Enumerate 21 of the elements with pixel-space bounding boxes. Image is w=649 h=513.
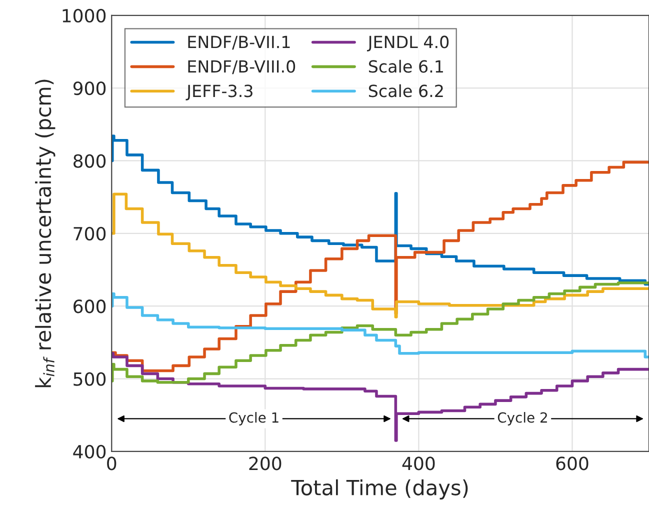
x-tick-label: 400	[402, 456, 435, 470]
y-tick-label: 1000	[62, 8, 106, 23]
y-axis-title: k$_{inf}$ relative uncertainty (pcm)	[35, 80, 56, 388]
legend-label: ENDF/B-VIII.0	[188, 60, 296, 74]
y-tick-label: 600	[74, 300, 106, 314]
y-tick-label: 900	[73, 82, 106, 96]
annotation: Cycle 1	[229, 412, 278, 426]
annotation: Cycle 2	[498, 412, 547, 426]
x-tick-label: 200	[249, 456, 282, 470]
legend-label: JENDL 4.0	[366, 36, 449, 52]
y-tick-label: 800	[74, 154, 106, 168]
y-tick-label: 700	[74, 226, 106, 241]
y-tick-label: 400	[73, 444, 106, 459]
legend-label: Scale 6.2	[368, 84, 443, 98]
x-axis-title: Total Time (days)	[291, 479, 468, 500]
y-tick-label: 500	[74, 372, 106, 386]
x-tick-label: 0	[107, 456, 116, 470]
legend-label: Scale 6.1	[368, 60, 443, 73]
legend-label: JEFF-3.3	[186, 84, 252, 100]
x-tick-label: 600	[556, 456, 588, 470]
legend-label: ENDF/B-VII.1	[188, 36, 290, 50]
